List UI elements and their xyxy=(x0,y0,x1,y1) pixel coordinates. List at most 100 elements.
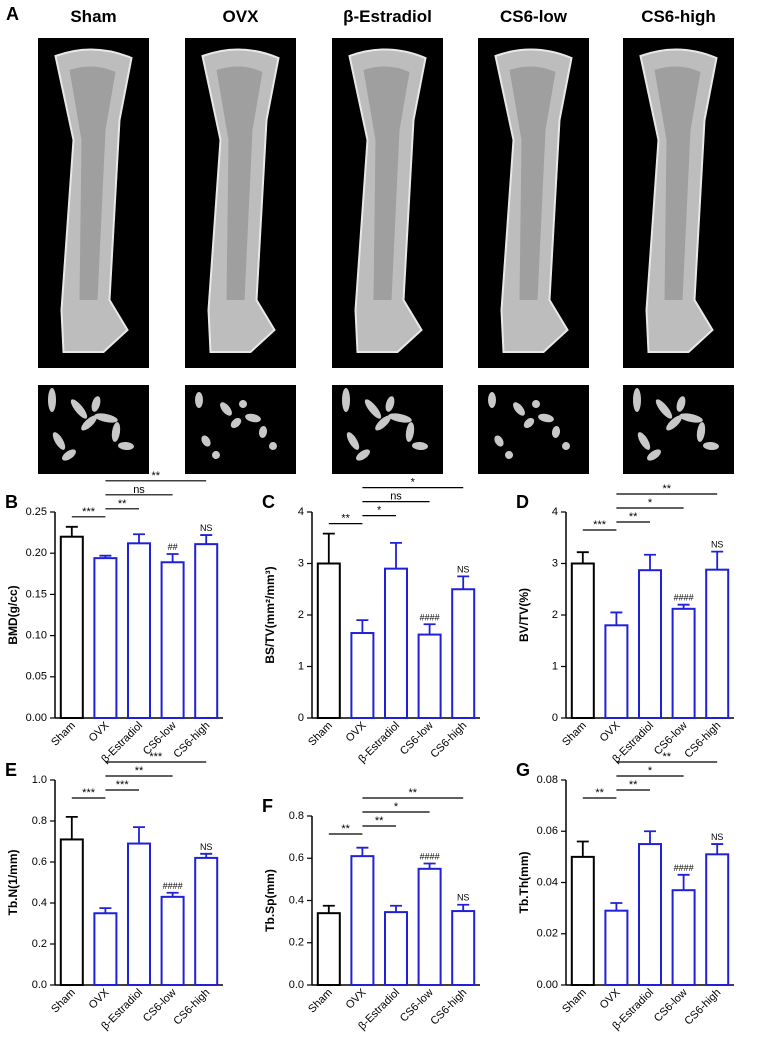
x-tick-label: CS6-high xyxy=(682,987,723,1028)
panel-label: G xyxy=(516,760,530,780)
trabecula xyxy=(62,449,76,461)
bar xyxy=(59,838,84,987)
error-bar xyxy=(610,611,623,626)
trabecula xyxy=(356,449,370,461)
bar xyxy=(350,632,375,720)
error-bar xyxy=(99,907,112,914)
bar xyxy=(93,912,118,986)
panel-label: B xyxy=(5,492,18,512)
x-tick-label: CS6-high xyxy=(682,720,723,761)
x-tick-label: CS6-high xyxy=(428,987,469,1028)
trabecula xyxy=(245,413,261,423)
bar-label: #### xyxy=(420,612,440,622)
bar-label: NS xyxy=(457,893,470,903)
trabecula xyxy=(676,396,686,412)
trabecula xyxy=(494,435,504,447)
bar xyxy=(705,853,730,986)
bar-label: #### xyxy=(674,593,694,603)
bar-label: NS xyxy=(200,523,213,533)
error-bar xyxy=(200,852,213,858)
bar xyxy=(451,910,476,986)
bar xyxy=(638,843,662,986)
sig-label: * xyxy=(394,801,399,813)
bar-label: #### xyxy=(420,852,440,862)
y-tick-label: 0.6 xyxy=(32,856,47,868)
sig-label: *** xyxy=(116,779,130,791)
trabecula xyxy=(405,422,415,442)
x-tick-label: CS6-high xyxy=(428,720,469,761)
sig-label: ** xyxy=(409,787,418,799)
bone-marrow xyxy=(654,66,701,300)
sig-label: *** xyxy=(149,751,163,763)
trabecula xyxy=(230,417,242,429)
error-bar xyxy=(677,873,690,891)
trabecula xyxy=(212,451,220,459)
y-tick-label: 2 xyxy=(552,609,558,621)
error-bar xyxy=(576,551,589,564)
y-tick-label: 3 xyxy=(552,557,558,569)
trabecula xyxy=(342,388,350,412)
x-tick-label: Sham xyxy=(49,720,78,749)
error-bar xyxy=(356,846,369,857)
y-axis-label: Tb.Th(mm) xyxy=(517,852,531,914)
panel-label: A xyxy=(6,4,19,24)
bar xyxy=(127,542,151,720)
y-tick-label: 0.0 xyxy=(32,979,47,991)
bar xyxy=(384,567,408,720)
trabecula xyxy=(111,422,121,442)
sig-label: *** xyxy=(82,506,96,518)
y-tick-label: 1 xyxy=(552,660,558,672)
y-tick-label: 0.00 xyxy=(26,712,47,724)
bar xyxy=(316,912,341,986)
column-header: OVX xyxy=(223,7,260,26)
x-tick-label: Sham xyxy=(560,720,589,749)
x-tick-label: OVX xyxy=(87,986,112,1011)
bar-label: NS xyxy=(711,832,724,842)
bar xyxy=(194,543,219,719)
x-tick-label: OVX xyxy=(344,986,369,1011)
bar-label: NS xyxy=(457,564,470,574)
trabecula xyxy=(562,442,570,450)
x-tick-label: Sham xyxy=(306,987,335,1016)
bar xyxy=(127,842,151,986)
trabecula xyxy=(220,402,232,416)
bar xyxy=(350,855,375,987)
error-bar xyxy=(644,830,656,845)
bar-label: NS xyxy=(711,540,724,550)
column-header: CS6-low xyxy=(500,7,568,26)
y-tick-label: 0.10 xyxy=(26,630,47,642)
column-header: CS6-high xyxy=(641,7,716,26)
sig-label: ** xyxy=(341,513,350,525)
trabecula xyxy=(666,415,682,431)
sig-label: * xyxy=(648,765,653,777)
y-tick-label: 3 xyxy=(298,557,304,569)
sig-label: * xyxy=(648,497,653,509)
error-bar xyxy=(677,603,690,609)
y-tick-label: 0.20 xyxy=(26,547,47,559)
error-bar xyxy=(200,534,213,545)
error-bar xyxy=(390,904,402,913)
error-bar xyxy=(610,902,623,911)
y-tick-label: 0.2 xyxy=(32,938,47,950)
x-tick-label: CS6-high xyxy=(171,987,212,1028)
error-bar xyxy=(166,553,179,563)
y-tick-label: 0.00 xyxy=(537,979,558,991)
y-tick-label: 0.8 xyxy=(289,810,304,822)
bar xyxy=(604,909,629,986)
error-bar xyxy=(644,553,656,571)
bar xyxy=(316,562,341,719)
bone-marrow xyxy=(509,66,556,300)
bar xyxy=(671,607,696,720)
y-tick-label: 0.15 xyxy=(26,588,47,600)
sig-label: ** xyxy=(629,511,638,523)
x-tick-label: Sham xyxy=(560,987,589,1016)
y-tick-label: 4 xyxy=(298,506,304,518)
sig-label: ns xyxy=(133,484,145,496)
bar xyxy=(160,895,185,986)
trabecula xyxy=(679,413,703,423)
error-bar xyxy=(576,840,589,857)
bone-marrow xyxy=(363,66,410,300)
ct-section xyxy=(478,385,589,474)
bar xyxy=(671,889,696,986)
